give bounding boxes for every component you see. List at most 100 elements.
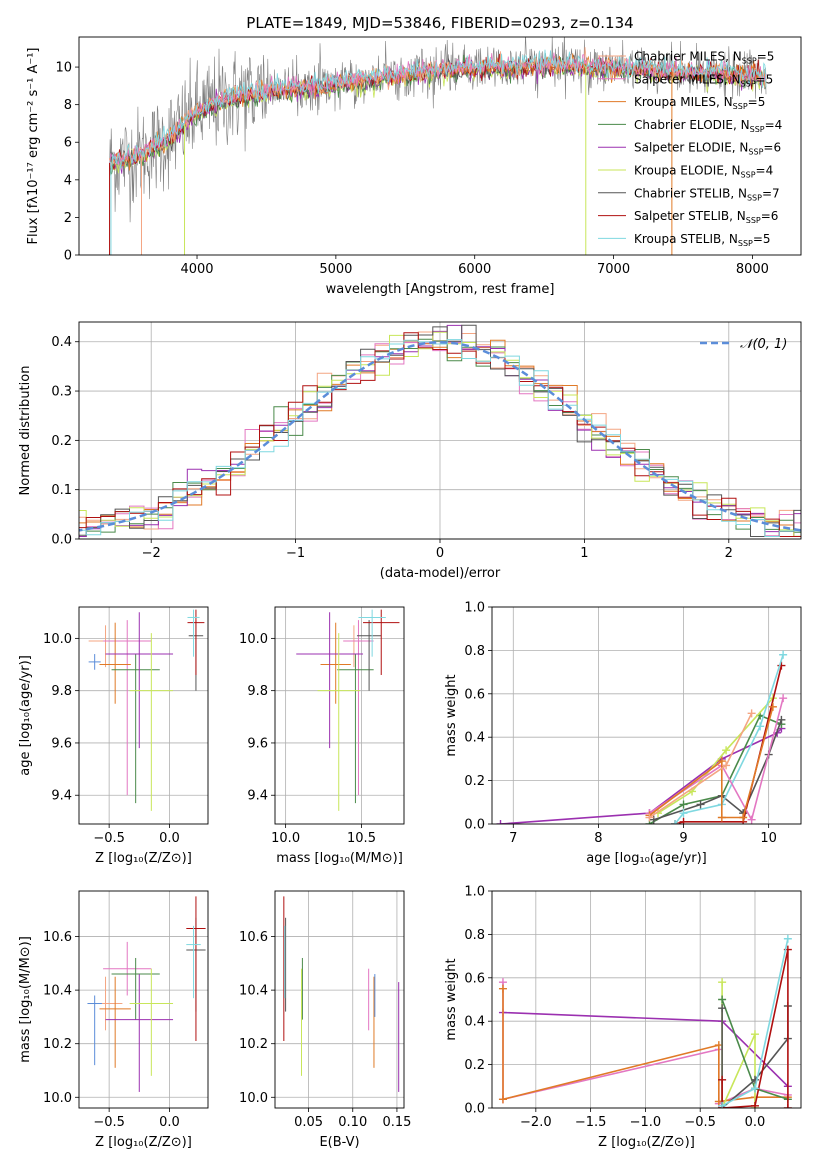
- axes-frame: [491, 890, 802, 1109]
- y-tick-label: 9.6: [51, 736, 72, 751]
- data-point: [498, 1095, 507, 1104]
- errorbar-salp_stelib: [187, 609, 205, 675]
- data-point: [783, 1104, 792, 1108]
- y-tick-label: 1.0: [464, 601, 485, 616]
- y-tick-label: 0.2: [464, 774, 485, 789]
- axes-frame: [78, 606, 209, 825]
- errorbar-krou_miles: [99, 976, 131, 1068]
- y-tick-label: 10.0: [43, 632, 72, 647]
- y-axis-label: mass weight: [444, 958, 459, 1040]
- x-tick-label: 8: [594, 831, 602, 846]
- y-tick-label: 10.0: [239, 1091, 268, 1106]
- data-point: [679, 800, 688, 809]
- x-tick-label: −2.0: [520, 1115, 552, 1130]
- errorbar-chab_elodie: [111, 957, 160, 1020]
- y-tick-label: 8: [64, 98, 72, 113]
- y-tick-label: 0.6: [464, 687, 485, 702]
- data-point: [718, 1101, 727, 1108]
- errorbar-chab_elodie: [111, 654, 160, 804]
- plot-area: [296, 609, 400, 811]
- axes-frame: [491, 606, 802, 825]
- errorbar-chab_miles: [88, 625, 123, 668]
- series-salp_miles: [645, 694, 788, 824]
- errorbar-krou_stelib: [187, 609, 200, 657]
- errorbar-normal: [87, 995, 102, 1066]
- errorbar-krou_miles: [99, 622, 131, 704]
- y-tick-label: 0.0: [464, 818, 485, 833]
- data-point: [679, 817, 688, 824]
- legend-label-chab_elodie: Chabrier ELODIE, NSSP=4: [634, 118, 782, 134]
- plot-area: [496, 650, 788, 824]
- errorbar-chab_elodie: [337, 654, 374, 804]
- y-tick-label: 1.0: [464, 885, 485, 900]
- y-tick-label: 0.2: [51, 434, 72, 449]
- legend-label-krou_miles: Kroupa MILES, NSSP=5: [634, 95, 765, 111]
- errorbar-krou_elodie: [129, 968, 174, 1076]
- data-point: [718, 1004, 727, 1013]
- data-point: [747, 815, 756, 824]
- data-point: [722, 761, 731, 770]
- y-tick-label: 9.6: [247, 736, 268, 751]
- series-krou_stelib: [718, 934, 792, 1108]
- model-spectrum-krou_stelib: [109, 49, 767, 170]
- y-tick-label: 0.4: [464, 731, 485, 746]
- axes-frame: [78, 890, 209, 1109]
- series-krou_miles: [645, 702, 777, 822]
- data-point: [779, 694, 788, 703]
- y-axis-label: mass weight: [444, 674, 459, 756]
- y-axis-label: mass [log₁₀(M/M⊙)]: [18, 936, 33, 1063]
- y-tick-label: 0.1: [51, 483, 72, 498]
- y-tick-label: 10.0: [239, 632, 268, 647]
- x-axis-label: age [log₁₀(age/yr)]: [586, 851, 707, 866]
- y-tick-label: 0.6: [464, 971, 485, 986]
- plot-area: [109, 37, 767, 255]
- data-point: [777, 661, 786, 670]
- x-tick-label: 7: [509, 831, 517, 846]
- y-tick-label: 0: [64, 249, 72, 264]
- errorbar-krou_stelib: [186, 925, 201, 999]
- y-tick-label: 0.0: [464, 1102, 485, 1117]
- x-axis-label: mass [log₁₀(M/M⊙)]: [276, 851, 403, 866]
- x-tick-label: 0.0: [159, 831, 180, 846]
- x-tick-label: 4000: [180, 262, 213, 277]
- legend-label-chab_stelib: Chabrier STELIB, NSSP=7: [634, 186, 780, 202]
- data-point: [679, 809, 688, 818]
- errorbar-salp_elodie: [105, 612, 174, 749]
- histogram-salp_miles: [79, 341, 801, 537]
- x-tick-label: 0.05: [294, 1115, 323, 1130]
- y-tick-label: 10.0: [43, 1091, 72, 1106]
- errorbar-krou_elodie: [129, 633, 174, 811]
- data-point: [718, 978, 727, 987]
- x-tick-label: 0: [436, 546, 444, 561]
- x-tick-label: 0.0: [159, 1115, 180, 1130]
- data-point: [777, 715, 786, 724]
- y-tick-label: 2: [64, 211, 72, 226]
- y-tick-label: 0.4: [51, 335, 72, 350]
- histogram-chab_stelib: [79, 324, 801, 537]
- y-tick-label: 9.8: [51, 684, 72, 699]
- y-tick-label: 4: [64, 173, 72, 188]
- x-tick-label: 6000: [458, 262, 491, 277]
- data-point: [498, 984, 507, 993]
- plot-area: [283, 896, 400, 1092]
- x-tick-label: −0.5: [684, 1115, 716, 1130]
- y-tick-label: 0.8: [464, 928, 485, 943]
- x-tick-label: 1: [580, 546, 588, 561]
- panel-spectrum: 4000 5000 6000 7000 8000 0 2 4 6 8 10 wavelength [A…: [26, 14, 802, 297]
- legend: Chabrier MILES, NSSP=5 Salpeter MILES, NS…: [598, 50, 782, 248]
- x-tick-label: −2: [142, 546, 161, 561]
- data-point: [718, 1075, 727, 1084]
- panel-residuals: −2 −1 0 1 2 0.0 0.1 0.2 0.3 0.4 (data-model)/error…: [18, 321, 802, 581]
- errorbar-salp_stelib: [186, 896, 206, 1042]
- histogram-salp_stelib: [79, 332, 801, 537]
- x-tick-label: −1: [286, 546, 305, 561]
- errorbar-normal: [88, 654, 101, 670]
- errorbar-salp_miles: [343, 620, 374, 796]
- x-tick-label: −1.0: [630, 1115, 662, 1130]
- x-tick-label: −1.5: [575, 1115, 607, 1130]
- y-tick-label: 0.4: [464, 1015, 485, 1030]
- panel-age-vs-z: −0.5 0.0 9.4 9.6 9.8 10.0 Z [log₁₀(Z/Z⊙)] age […: [18, 606, 209, 866]
- panel-weight-vs-z: −2.0 −1.5 −1.0 −0.5 0.0 0.0 0.2 0.4 0.6 0.8 1.0 Z […: [444, 885, 802, 1150]
- plot-area: [88, 609, 205, 811]
- panel-mass-vs-z: −0.5 0.0 10.0 10.2 10.4 10.6 Z [log₁₀(Z/Z⊙)] ma…: [18, 890, 209, 1150]
